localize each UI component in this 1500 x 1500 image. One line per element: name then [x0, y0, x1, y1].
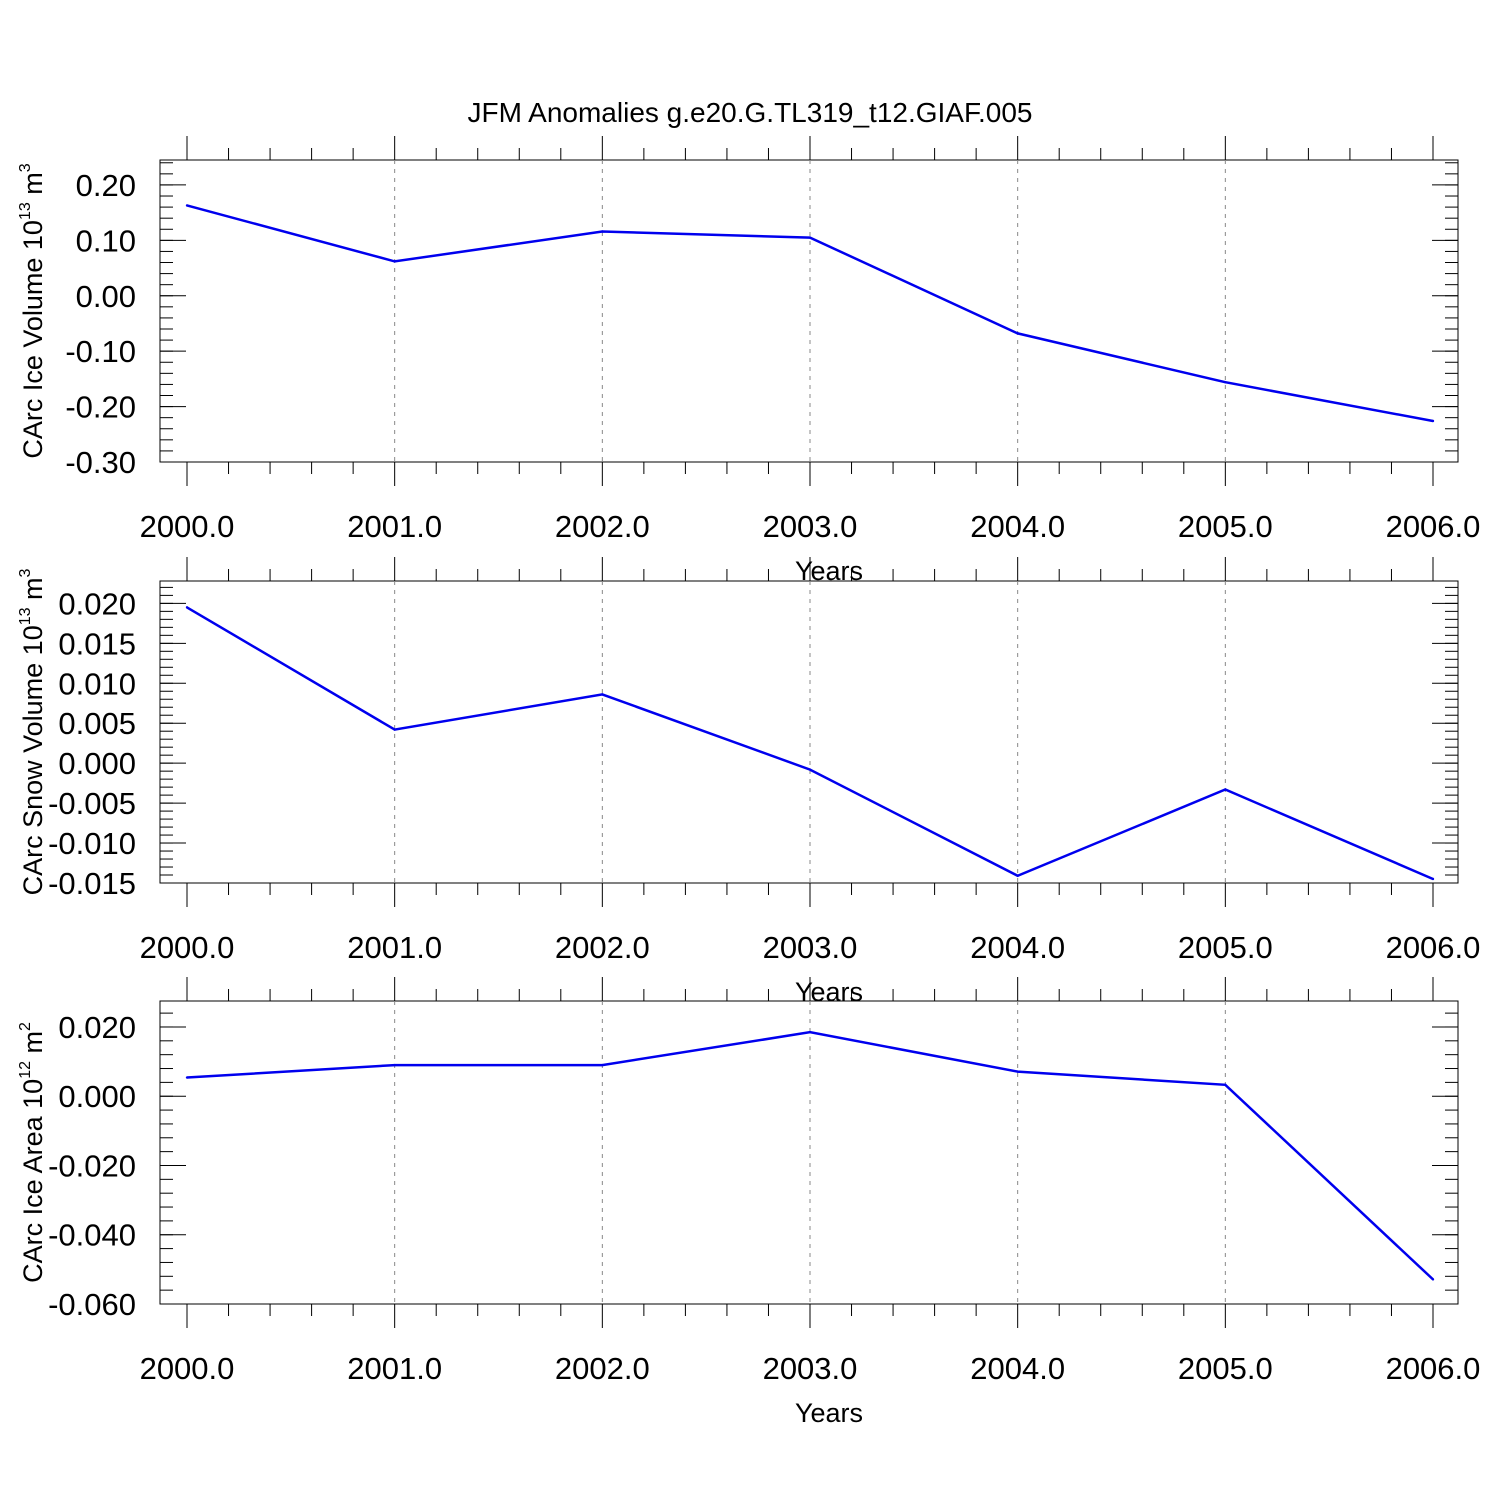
y-axis-title-text: CArc Snow Volume 10: [18, 625, 48, 895]
y-axis-title-unit: m: [18, 577, 48, 607]
y-axis-title-unit-exponent: 2: [17, 1022, 34, 1031]
x-tick-label: 2006.0: [1386, 930, 1481, 965]
plot-frame: [159, 1000, 1459, 1305]
data-point: [1431, 419, 1435, 423]
y-tick-label: 0.020: [58, 586, 136, 621]
y-tick-label: 0.20: [76, 168, 136, 203]
x-tick-label: 2002.0: [555, 509, 650, 544]
data-point: [1016, 874, 1019, 878]
x-tick-label: 2000.0: [140, 509, 235, 544]
y-axis-title: CArc Ice Volume 1013 m3: [17, 163, 48, 458]
x-tick-label: 2002.0: [555, 930, 650, 965]
x-tick-label: 2004.0: [970, 930, 1065, 965]
y-tick-label: -0.30: [65, 445, 136, 480]
x-tick-label: 2001.0: [347, 930, 442, 965]
y-tick-label: -0.005: [48, 786, 136, 821]
data-point: [1431, 1278, 1435, 1281]
y-tick-label: -0.015: [48, 866, 136, 901]
data-point: [185, 204, 189, 207]
data-point: [808, 768, 812, 771]
y-axis-title-unit: m: [18, 1031, 48, 1061]
x-tick-label: 2003.0: [763, 930, 858, 965]
data-point: [1224, 788, 1227, 791]
data-point: [601, 230, 604, 233]
y-axis-title-unit: m: [18, 172, 48, 202]
panels: 2000.0 2001.0 2002.0 2003.0 2004.0 2005.0 2006…: [17, 136, 1480, 1428]
y-tick-label: 0.005: [58, 706, 136, 741]
x-tick-label: 2002.0: [555, 1351, 650, 1386]
data-point: [1016, 1070, 1019, 1073]
y-tick-label: -0.20: [65, 390, 136, 425]
y-tick-label: 0.10: [76, 223, 136, 258]
data-point: [185, 1076, 189, 1079]
x-tick-label: 2005.0: [1178, 930, 1273, 965]
panel-3: 2000.0 2001.0 2002.0 2003.0 2004.0 2005.0 2006…: [17, 977, 1480, 1428]
y-axis-title-exponent: 13: [17, 202, 34, 220]
x-tick-label: 2003.0: [763, 1351, 858, 1386]
plot-frame: [159, 580, 1459, 884]
x-tick-label: 2006.0: [1386, 1351, 1481, 1386]
data-point: [601, 693, 604, 696]
y-axis-title-unit-exponent: 3: [17, 163, 34, 172]
data-point: [185, 606, 189, 609]
y-tick-label: -0.010: [48, 826, 136, 861]
data-point: [1431, 877, 1435, 881]
y-tick-label: -0.020: [48, 1148, 136, 1183]
x-tick-label: 2004.0: [970, 509, 1065, 544]
panel-2: 2000.0 2001.0 2002.0 2003.0 2004.0 2005.0 2006…: [17, 557, 1480, 1007]
chart-title: JFM Anomalies g.e20.G.TL319_t12.GIAF.005: [468, 97, 1033, 128]
y-tick-label: -0.040: [48, 1218, 136, 1253]
y-tick-label: 0.000: [58, 746, 136, 781]
y-axis-title-exponent: 13: [17, 607, 34, 625]
y-tick-label: 0.020: [58, 1010, 136, 1045]
y-axis-title-text: CArc Ice Volume 10: [18, 220, 48, 459]
y-axis-title: CArc Snow Volume 1013 m3: [17, 568, 48, 895]
y-tick-label: 0.015: [58, 626, 136, 661]
x-tick-label: 2006.0: [1386, 509, 1481, 544]
x-axis-title: Years: [795, 977, 863, 1007]
y-axis-title: CArc Ice Area 1012 m2: [17, 1022, 48, 1283]
y-axis-title-exponent: 12: [17, 1061, 34, 1079]
x-axis-title: Years: [795, 1398, 863, 1428]
x-tick-label: 2001.0: [347, 509, 442, 544]
y-axis-title-unit-exponent: 3: [17, 568, 34, 577]
data-point: [808, 236, 812, 239]
x-tick-label: 2005.0: [1178, 1351, 1273, 1386]
y-tick-label: -0.10: [65, 334, 136, 369]
x-tick-label: 2003.0: [763, 509, 858, 544]
y-tick-label: 0.000: [58, 1079, 136, 1114]
data-point: [393, 728, 396, 731]
x-tick-label: 2001.0: [347, 1351, 442, 1386]
data-point: [393, 260, 396, 263]
data-point: [808, 1030, 812, 1034]
data-point: [1224, 1083, 1227, 1087]
x-tick-label: 2005.0: [1178, 509, 1273, 544]
y-tick-label: 0.00: [76, 279, 136, 314]
x-tick-label: 2000.0: [140, 1351, 235, 1386]
x-tick-label: 2000.0: [140, 930, 235, 965]
data-point: [1224, 381, 1227, 384]
panel-1: 2000.0 2001.0 2002.0 2003.0 2004.0 2005.0 2006…: [17, 136, 1480, 586]
y-tick-label: -0.060: [48, 1287, 136, 1322]
y-tick-label: 0.010: [58, 666, 136, 701]
plot-frame: [159, 159, 1459, 463]
data-point: [601, 1063, 604, 1067]
data-point: [393, 1063, 396, 1067]
data-point: [1016, 332, 1019, 335]
y-axis-title-text: CArc Ice Area 10: [18, 1079, 48, 1283]
x-tick-label: 2004.0: [970, 1351, 1065, 1386]
